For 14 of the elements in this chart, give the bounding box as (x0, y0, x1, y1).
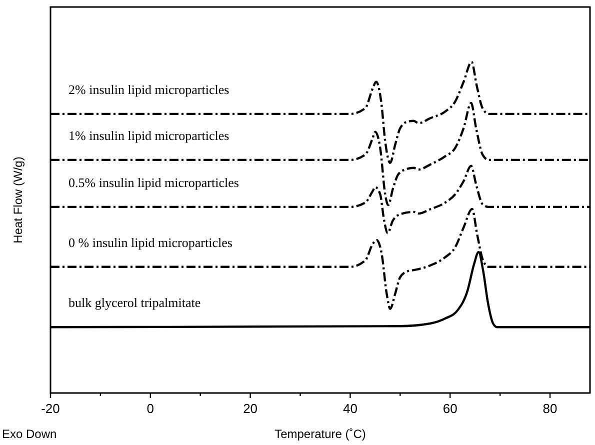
series-label: bulk glycerol tripalmitate (68, 295, 201, 310)
series-label: 2% insulin lipid microparticles (68, 82, 230, 97)
text: Exo Down (2, 427, 57, 441)
series-label: 0 % insulin lipid microparticles (68, 234, 232, 250)
y-axis-title: Heat Flow (W/g) (11, 156, 25, 244)
x-tick-label: 0 (146, 401, 154, 416)
series-label: 0.5% insulin lipid microparticles (68, 174, 239, 190)
x-tick-label: 80 (542, 401, 558, 416)
x-axis-title: Temperature (˚C) (274, 427, 366, 441)
series-label: 1% insulin lipid microparticles (68, 128, 230, 143)
x-tick-label: 40 (342, 401, 358, 416)
x-tick-label: -20 (41, 401, 60, 416)
x-tick-label: 20 (243, 401, 258, 416)
x-tick-label: 60 (442, 401, 458, 416)
